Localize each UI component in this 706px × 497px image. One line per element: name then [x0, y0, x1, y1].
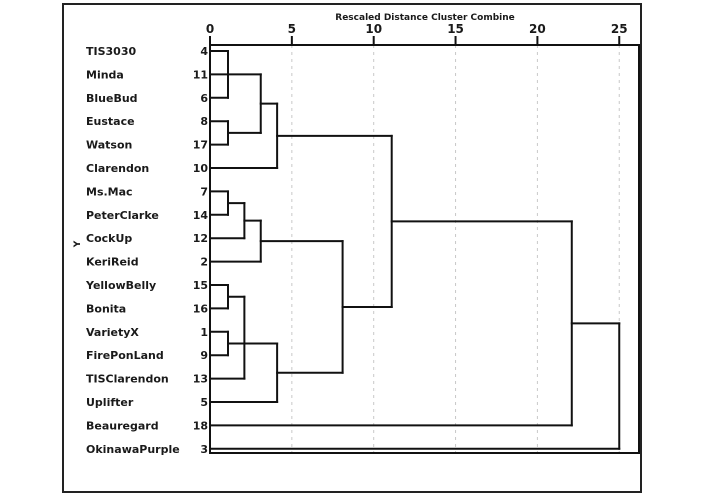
leaf-case-number: 5 [200, 396, 208, 409]
leaf-name: YellowBelly [85, 279, 156, 292]
x-tick-label: 5 [288, 22, 296, 36]
y-axis-label: Y [73, 240, 83, 248]
leaf-name: VarietyX [86, 326, 139, 339]
chart-frame [62, 3, 642, 493]
leaf-case-number: 9 [200, 349, 208, 362]
chart-title: Rescaled Distance Cluster Combine [335, 13, 514, 23]
leaf-name: OkinawaPurple [86, 443, 180, 456]
leaf-case-number: 18 [193, 419, 208, 432]
leaf-name: Ms.Mac [86, 185, 133, 198]
x-tick-label: 0 [206, 22, 214, 36]
leaf-case-number: 3 [200, 443, 208, 456]
plot-area-border [209, 44, 640, 454]
x-tick-label: 15 [447, 22, 464, 36]
leaf-name: Clarendon [86, 162, 149, 175]
leaf-case-number: 16 [193, 302, 209, 315]
x-tick-label: 10 [365, 22, 382, 36]
leaf-name: Eustace [86, 115, 135, 128]
leaf-case-number: 17 [193, 139, 208, 152]
leaf-name: Bonita [86, 302, 126, 315]
leaf-case-number: 11 [193, 68, 208, 81]
leaf-name: BlueBud [86, 92, 138, 105]
leaf-case-number: 4 [200, 45, 208, 58]
leaf-case-number: 7 [200, 185, 208, 198]
leaf-case-number: 13 [193, 373, 208, 386]
x-tick-label: 25 [611, 22, 628, 36]
leaf-case-number: 2 [200, 256, 208, 269]
leaf-case-number: 12 [193, 232, 208, 245]
leaf-case-number: 6 [200, 92, 208, 105]
leaf-name: Minda [86, 68, 124, 81]
leaf-name: CockUp [86, 232, 132, 245]
leaf-case-number: 15 [193, 279, 208, 292]
leaf-case-number: 10 [193, 162, 209, 175]
leaf-name: FirePonLand [86, 349, 164, 362]
leaf-name: Watson [86, 139, 132, 152]
leaf-case-number: 14 [193, 209, 209, 222]
leaf-case-number: 1 [200, 326, 208, 339]
leaf-name: Beauregard [86, 419, 159, 432]
leaf-name: TIS3030 [86, 45, 136, 58]
leaf-name: Uplifter [86, 396, 134, 409]
leaf-name: KeriReid [86, 256, 139, 269]
leaf-case-number: 8 [200, 115, 208, 128]
x-tick-label: 20 [529, 22, 546, 36]
leaf-name: TISClarendon [86, 373, 169, 386]
leaf-name: PeterClarke [86, 209, 159, 222]
